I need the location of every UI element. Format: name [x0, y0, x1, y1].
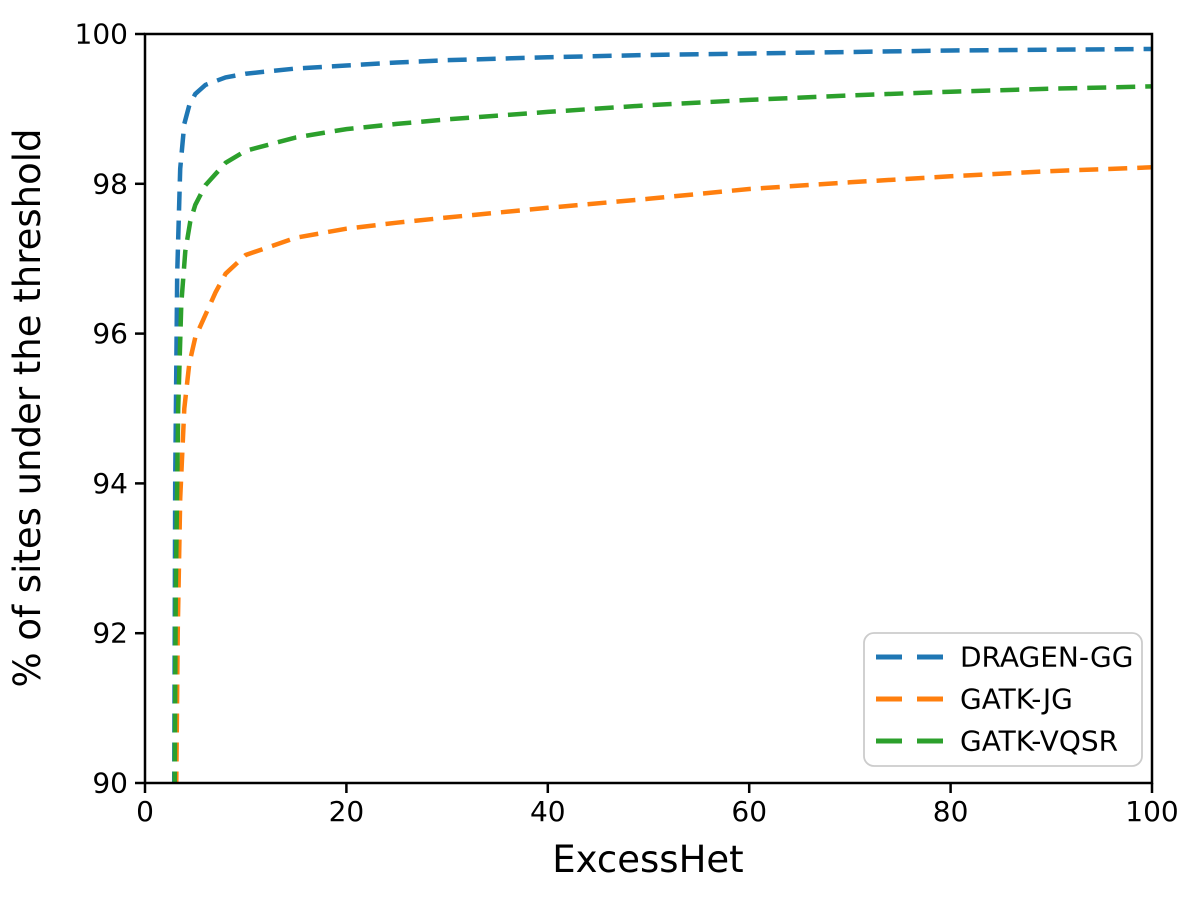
- y-tick-label: 100: [75, 18, 128, 51]
- y-axis-label: % of sites under the threshold: [6, 128, 49, 687]
- x-tick-label: 80: [933, 795, 969, 828]
- y-tick-label: 94: [92, 467, 128, 500]
- legend-label-dragen-gg: DRAGEN-GG: [960, 641, 1133, 674]
- legend-box: [863, 632, 1143, 767]
- legend-label-gatk-jg: GATK-JG: [960, 683, 1073, 716]
- x-axis-label: ExcessHet: [552, 838, 743, 881]
- y-tick-label: 90: [92, 767, 128, 800]
- x-tick-label: 60: [731, 795, 767, 828]
- y-tick-label: 96: [92, 317, 128, 350]
- series-line-gatk-vqsr: [172, 84, 1152, 783]
- x-tick-label: 40: [530, 795, 566, 828]
- axis-ticks: 0 20 40 60 80 100 90 92 94 96 98 100: [75, 18, 1179, 828]
- x-tick-label: 20: [329, 795, 365, 828]
- plot-series: [171, 46, 1152, 783]
- legend: DRAGEN-GG GATK-JG GATK-VQSR: [863, 632, 1143, 767]
- y-tick-label: 92: [92, 617, 128, 650]
- plot-frame: [143, 32, 1154, 785]
- x-tick-label: 0: [136, 795, 154, 828]
- x-tick-label: 100: [1125, 795, 1178, 828]
- legend-label-gatk-vqsr: GATK-VQSR: [960, 725, 1118, 758]
- y-tick-label: 98: [92, 167, 128, 200]
